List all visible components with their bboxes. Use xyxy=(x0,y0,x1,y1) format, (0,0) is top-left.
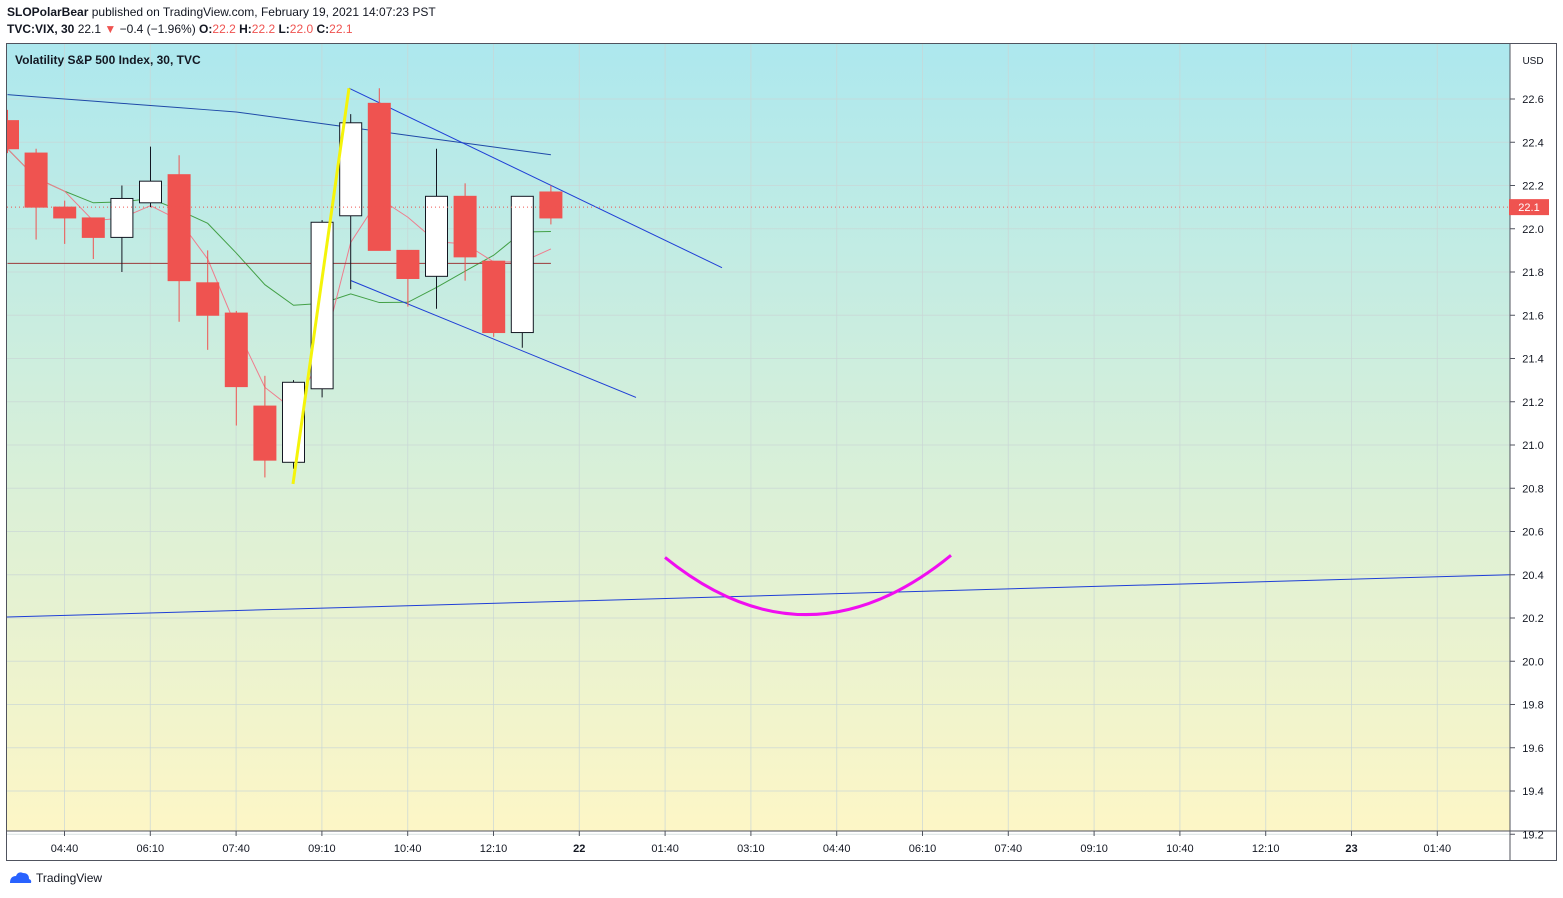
candle-body xyxy=(110,197,134,238)
candle-body xyxy=(253,405,277,461)
price-axis[interactable]: 19.2 19.4 19.6 19.8 20.0 20.2 20.4 20.6 20.8 21.0… xyxy=(1510,94,1544,841)
candle-body xyxy=(425,195,448,277)
candle-body xyxy=(196,282,220,316)
candle-body xyxy=(510,195,534,334)
time-tick-label: 12:10 xyxy=(1252,843,1280,855)
price-tick-label: 22.4 xyxy=(1522,137,1543,149)
last-price-tag: 22.1 xyxy=(1509,199,1549,216)
candle-body xyxy=(7,120,19,150)
time-tick-label: 07:40 xyxy=(222,843,250,855)
time-tick-label: 01:40 xyxy=(1424,843,1452,855)
close-value: 22.1 xyxy=(329,22,353,36)
time-tick-label: 12:10 xyxy=(480,843,508,855)
price-tick-label: 22.2 xyxy=(1522,181,1543,193)
candle-body xyxy=(167,174,191,282)
chart-title: Volatility S&P 500 Index, 30, TVC xyxy=(15,53,201,67)
close-label: C: xyxy=(316,22,330,36)
price-tick-label: 20.0 xyxy=(1522,656,1543,668)
time-tick-label: 07:40 xyxy=(995,843,1023,855)
channel-lower-line xyxy=(350,280,637,398)
high-label: H: xyxy=(239,22,252,36)
candle-body xyxy=(367,102,391,251)
yellow-impulse-line xyxy=(291,87,351,485)
down-arrow-icon: ▼ xyxy=(104,22,117,36)
candle-body xyxy=(539,191,563,219)
last-price-text: 22.1 xyxy=(1518,202,1539,214)
candle-body xyxy=(396,249,420,279)
price-tick-label: 19.4 xyxy=(1522,786,1543,798)
price-tick-label: 19.6 xyxy=(1522,743,1543,755)
time-tick-label: 04:40 xyxy=(51,843,79,855)
published-text: published on TradingView.com, February 1… xyxy=(91,5,436,19)
candle-body xyxy=(81,217,105,238)
time-tick-label: 01:40 xyxy=(651,843,679,855)
low-value: 22.0 xyxy=(289,22,314,36)
grid xyxy=(7,44,1510,835)
price-tick-label: 21.4 xyxy=(1522,354,1543,366)
publish-info: SLOPolarBear published on TradingView.co… xyxy=(7,5,436,19)
candle-body xyxy=(224,312,248,388)
time-tick-label: 03:10 xyxy=(737,843,765,855)
tradingview-logo-icon xyxy=(10,872,32,883)
currency-label: USD xyxy=(1522,56,1543,67)
change-value: −0.4 (−1.96%) xyxy=(119,22,196,36)
candle-body xyxy=(24,152,48,208)
time-tick-label: 06:10 xyxy=(137,843,165,855)
candle-body xyxy=(310,221,334,390)
price-tick-label: 20.8 xyxy=(1522,483,1543,495)
footer-brand[interactable]: TradingView xyxy=(8,871,102,885)
time-tick-label: 10:40 xyxy=(394,843,422,855)
symbol-label: TVC:VIX, 30 xyxy=(7,22,75,36)
price-tick-label: 22.6 xyxy=(1522,94,1543,106)
author-name[interactable]: SLOPolarBear xyxy=(7,5,89,19)
ma-blue-line xyxy=(7,94,551,156)
open-value: 22.2 xyxy=(212,22,236,36)
open-label: O: xyxy=(199,22,213,36)
price-tick-label: 21.6 xyxy=(1522,310,1543,322)
time-tick-label: 04:40 xyxy=(823,843,851,855)
time-axis[interactable]: 04:40 06:10 07:40 09:10 10:40 12:10 22 01:40 03:… xyxy=(51,831,1451,855)
price-tick-label: 19.2 xyxy=(1522,829,1543,841)
magenta-arc xyxy=(664,554,952,616)
candle-body xyxy=(453,195,477,258)
price-chart[interactable]: 19.2 19.4 19.6 19.8 20.0 20.2 20.4 20.6 20.8 21.0… xyxy=(7,44,1556,860)
low-label: L: xyxy=(278,22,290,36)
time-tick-label: 06:10 xyxy=(909,843,937,855)
price-tick-label: 20.6 xyxy=(1522,527,1543,539)
time-tick-label: 23 xyxy=(1345,843,1357,855)
drawings xyxy=(7,87,1511,618)
ma-green-line xyxy=(7,148,551,306)
time-tick-label: 22 xyxy=(573,843,585,855)
candle-body xyxy=(53,206,77,219)
price-tick-label: 20.4 xyxy=(1522,570,1543,582)
last-value: 22.1 xyxy=(77,22,102,36)
price-tick-label: 19.8 xyxy=(1522,700,1543,712)
brand-name: TradingView xyxy=(36,871,103,885)
time-tick-label: 10:40 xyxy=(1166,843,1194,855)
candle-body xyxy=(139,180,162,204)
candles xyxy=(7,88,563,478)
drawings-over xyxy=(7,87,1510,616)
high-value: 22.2 xyxy=(251,22,276,36)
time-tick-label: 09:10 xyxy=(308,843,336,855)
price-tick-label: 20.2 xyxy=(1522,613,1543,625)
chart-frame[interactable]: 19.2 19.4 19.6 19.8 20.0 20.2 20.4 20.6 20.8 21.0… xyxy=(6,43,1557,861)
price-tick-label: 21.0 xyxy=(1522,440,1543,452)
price-tick-label: 21.8 xyxy=(1522,267,1543,279)
ohlc-legend: TVC:VIX, 30 22.1 ▼ −0.4 (−1.96%) O:22.2 … xyxy=(7,22,353,36)
time-tick-label: 09:10 xyxy=(1080,843,1108,855)
candle-body xyxy=(339,122,363,217)
price-tick-label: 21.2 xyxy=(1522,397,1543,409)
channel-upper-line xyxy=(348,87,723,269)
plot-background xyxy=(7,44,1510,831)
price-tick-label: 22.0 xyxy=(1522,224,1543,236)
candle-body xyxy=(482,260,506,334)
support-trendline xyxy=(7,574,1511,618)
